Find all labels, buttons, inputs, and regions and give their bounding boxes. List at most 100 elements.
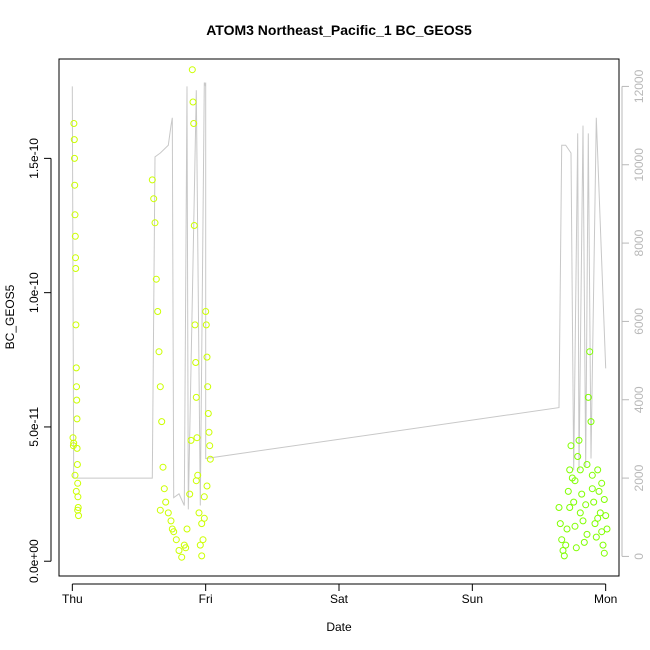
- data-point: [578, 490, 586, 498]
- data-point: [156, 383, 164, 391]
- data-point: [192, 477, 200, 485]
- data-point: [155, 348, 163, 356]
- x-tick-label: Fri: [199, 592, 213, 606]
- data-point: [158, 418, 166, 426]
- data-point: [73, 415, 81, 423]
- data-point: [148, 176, 156, 184]
- data-point: [588, 485, 596, 493]
- data-point: [74, 506, 82, 514]
- data-point: [582, 501, 590, 509]
- x-axis-label: Date: [326, 620, 352, 634]
- data-point: [159, 463, 167, 471]
- data-point: [196, 541, 204, 549]
- data-point: [564, 487, 572, 495]
- data-point: [72, 254, 79, 262]
- data-point: [576, 509, 584, 517]
- data-point: [195, 509, 203, 517]
- data-point: [579, 517, 587, 525]
- data-point: [73, 444, 81, 452]
- y-tick-label: 1.5e-10: [27, 138, 41, 179]
- data-point: [160, 485, 168, 493]
- data-point: [563, 525, 571, 533]
- secondary-y-tick-label: 8000: [632, 229, 646, 256]
- data-point: [598, 479, 606, 487]
- secondary-y-tick-label: 12000: [632, 69, 646, 103]
- data-point: [183, 525, 191, 533]
- data-point: [570, 498, 578, 506]
- x-axis: Thu Fri Sat Sun Mon: [62, 583, 617, 606]
- data-point: [191, 321, 199, 329]
- altitude-line-layer: [71, 82, 607, 510]
- data-point: [590, 498, 598, 506]
- data-point: [562, 541, 570, 549]
- data-point: [188, 66, 196, 74]
- data-point: [172, 536, 180, 544]
- data-point: [594, 466, 602, 474]
- y-tick-label: 5.0e-11: [27, 407, 41, 447]
- data-point: [600, 549, 608, 557]
- data-point: [74, 479, 82, 487]
- data-point: [598, 528, 606, 536]
- data-point: [198, 552, 206, 560]
- data-point: [202, 308, 210, 315]
- data-point: [560, 552, 568, 560]
- secondary-y-tick-label: 2000: [632, 464, 646, 491]
- data-point: [600, 496, 608, 503]
- data-point: [555, 504, 563, 511]
- data-point: [74, 504, 82, 511]
- data-point: [602, 512, 610, 520]
- data-point: [583, 461, 591, 468]
- data-point: [72, 487, 80, 495]
- data-point: [71, 471, 79, 479]
- chart-title: ATOM3 Northeast_Pacific_1 BC_GEOS5: [206, 22, 472, 38]
- plot-area: [69, 66, 611, 561]
- data-point: [566, 504, 574, 511]
- secondary-y-tick-label: 0: [632, 553, 646, 560]
- data-point: [75, 512, 82, 520]
- data-point: [156, 506, 164, 514]
- y-tick-label: 0.0e+00: [27, 539, 41, 583]
- data-point: [186, 490, 194, 498]
- data-point: [599, 541, 607, 549]
- plot-frame: [58, 58, 620, 577]
- data-point: [73, 461, 81, 468]
- data-point: [190, 222, 198, 229]
- data-point: [596, 509, 604, 517]
- data-point: [584, 393, 592, 401]
- x-tick-label: Mon: [594, 592, 617, 606]
- data-point: [70, 439, 78, 447]
- data-point: [204, 383, 212, 391]
- data-point: [592, 533, 600, 541]
- data-point: [152, 275, 160, 283]
- data-point: [71, 181, 79, 189]
- data-point: [175, 547, 183, 554]
- data-point: [200, 493, 208, 501]
- data-point: [583, 530, 591, 538]
- data-point: [168, 525, 176, 533]
- data-point: [162, 498, 170, 506]
- data-point: [178, 553, 186, 561]
- scatter-layer: [69, 66, 611, 561]
- data-point: [167, 517, 175, 525]
- data-point: [588, 471, 596, 479]
- data-point: [576, 466, 584, 474]
- altitude-series-line: [71, 82, 607, 510]
- data-point: [151, 219, 159, 227]
- data-point: [192, 393, 200, 401]
- data-point: [164, 509, 172, 517]
- data-point: [566, 466, 574, 474]
- secondary-y-tick-label: 6000: [632, 308, 646, 335]
- data-point: [154, 308, 162, 315]
- data-point: [72, 364, 80, 372]
- data-point: [203, 353, 211, 361]
- y-axis-label: BC_GEOS5: [3, 284, 17, 349]
- data-point: [205, 428, 213, 436]
- y-tick-label: 1.0e-10: [27, 272, 41, 313]
- data-point: [571, 522, 579, 530]
- secondary-y-tick-label: 10000: [632, 148, 646, 182]
- secondary-y-tick-label: 4000: [632, 386, 646, 413]
- x-tick-label: Sat: [330, 592, 349, 606]
- data-point: [574, 453, 582, 460]
- data-point: [586, 348, 594, 356]
